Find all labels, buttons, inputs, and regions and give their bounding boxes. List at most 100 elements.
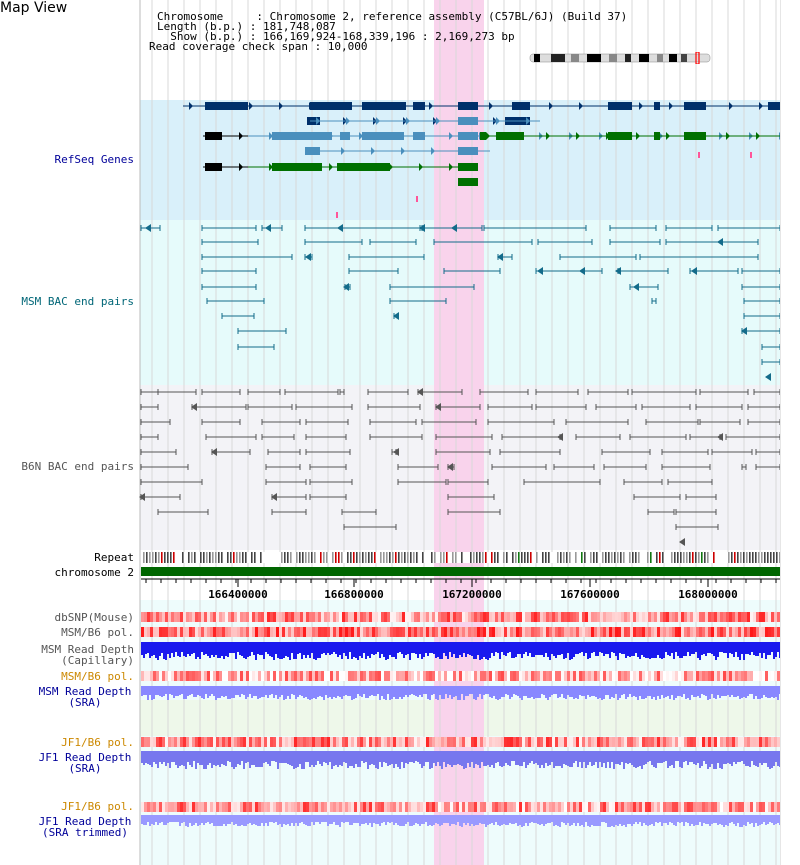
msm-depth-sra-bar: [729, 686, 731, 697]
dbsnp-density: [153, 612, 156, 622]
jf1-b6-pol-density: [549, 737, 552, 747]
jf1-b6-pol-density: [276, 802, 279, 812]
msm-depth-sra-bar: [615, 686, 617, 694]
jf1-depth-sra-bar: [509, 751, 511, 766]
dbsnp-density: [264, 612, 267, 622]
msm-b6-pol-density: [474, 671, 477, 681]
msm-b6-pol-density: [432, 671, 435, 681]
msm-b6-pol-density: [153, 671, 156, 681]
dbsnp-density: [396, 612, 399, 622]
dbsnp-density: [756, 612, 759, 622]
msm-depth-capillary-bar: [565, 642, 567, 658]
track-label-b6n-bac[interactable]: B6N BAC end pairs: [21, 460, 134, 473]
track-label-msm-b6-pol[interactable]: MSM/B6 pol.: [61, 626, 134, 639]
track-label-msm-b6-pol-2[interactable]: MSM/B6 pol.: [61, 670, 134, 683]
gene-strand-arrow: [329, 163, 333, 171]
msm-depth-capillary-bar: [627, 642, 629, 656]
jf1-depth-trimmed-bar: [587, 815, 589, 826]
jf1-depth-trimmed-bar: [533, 815, 535, 823]
repeat-element: [521, 552, 523, 563]
track-label-repeat[interactable]: Repeat: [94, 551, 134, 564]
gene-strand-arrow: [466, 117, 470, 125]
dbsnp-density: [360, 612, 363, 622]
vertical-scrollbar[interactable]: [780, 0, 800, 865]
msm-b6-pol-density: [594, 671, 597, 681]
msm-depth-sra-bar: [661, 686, 663, 695]
msm-b6-pol-density: [249, 627, 252, 637]
jf1-b6-pol-density: [498, 737, 501, 747]
msm-depth-capillary-bar: [749, 642, 751, 655]
repeat-element: [206, 552, 208, 563]
jf1-depth-sra-bar: [503, 751, 505, 766]
msm-b6-pol-density: [582, 671, 585, 681]
msm-b6-pol-density: [336, 627, 339, 637]
msm-b6-pol-density: [225, 627, 228, 637]
dbsnp-density: [384, 612, 387, 622]
repeat-element: [158, 552, 160, 563]
track-label-dbsnp[interactable]: dbSNP(Mouse): [54, 611, 134, 624]
track-label-jf1-depth-sra[interactable]: JF1 Read Depth (SRA): [38, 751, 132, 775]
msm-b6-pol-density: [705, 671, 708, 681]
msm-b6-pol-density: [312, 671, 315, 681]
msm-b6-pol-density: [330, 627, 333, 637]
msm-depth-capillary-bar: [443, 642, 445, 653]
msm-b6-pol-density: [588, 627, 591, 637]
bac-end-arrow: [451, 224, 457, 232]
jf1-depth-sra-bar: [423, 751, 425, 766]
dbsnp-density: [474, 612, 477, 622]
bac-end-arrow: [537, 267, 543, 275]
jf1-b6-pol-density: [531, 737, 534, 747]
msm-b6-pol-density: [516, 627, 519, 637]
track-label-refseq[interactable]: RefSeq Genes: [54, 153, 134, 166]
msm-b6-pol-density: [255, 671, 258, 681]
msm-depth-sra-bar: [513, 686, 515, 694]
msm-b6-pol-density: [600, 671, 603, 681]
msm-depth-sra-bar: [669, 686, 671, 699]
jf1-b6-pol-density: [447, 802, 450, 812]
jf1-b6-pol-density: [462, 737, 465, 747]
msm-depth-sra-bar: [641, 686, 643, 699]
jf1-depth-sra-bar: [277, 751, 279, 769]
msm-b6-pol-density: [321, 671, 324, 681]
jf1-depth-sra-bar: [707, 751, 709, 769]
track-label-msm-bac[interactable]: MSM BAC end pairs: [21, 295, 134, 308]
jf1-b6-pol-density: [651, 737, 654, 747]
msm-depth-capillary-bar: [229, 642, 231, 653]
repeat-element: [407, 552, 409, 563]
msm-b6-pol-density: [756, 671, 759, 681]
jf1-depth-trimmed-bar: [607, 815, 609, 827]
msm-depth-sra-bar: [305, 686, 307, 697]
jf1-b6-pol-density: [219, 737, 222, 747]
dbsnp-density: [414, 612, 417, 622]
msm-depth-sra-bar: [629, 686, 631, 694]
msm-b6-pol-density: [258, 671, 261, 681]
track-label-jf1-depth-trimmed[interactable]: JF1 Read Depth (SRA trimmed): [38, 815, 132, 839]
jf1-b6-pol-density: [234, 737, 237, 747]
jf1-depth-trimmed-bar: [203, 815, 205, 825]
jf1-b6-pol-density: [606, 737, 609, 747]
track-label-msm-depth-sra[interactable]: MSM Read Depth (SRA): [38, 685, 132, 709]
track-label-jf1-b6-pol[interactable]: JF1/B6 pol.: [61, 736, 134, 749]
msm-b6-pol-density: [684, 671, 687, 681]
jf1-depth-trimmed-bar: [601, 815, 603, 822]
jf1-depth-sra-bar: [649, 751, 651, 761]
jf1-b6-pol-density: [267, 802, 270, 812]
jf1-b6-pol-density: [267, 737, 270, 747]
dbsnp-density: [708, 612, 711, 622]
jf1-depth-sra-bar: [181, 751, 183, 765]
track-label-chromosome[interactable]: chromosome 2: [54, 566, 134, 579]
msm-depth-capillary-bar: [349, 642, 351, 652]
msm-depth-capillary-bar: [695, 642, 697, 652]
jf1-depth-sra-bar: [249, 751, 251, 768]
msm-b6-pol-density: [678, 671, 681, 681]
track-label-msm-depth-capillary[interactable]: MSM Read Depth (Capillary): [41, 643, 134, 667]
chromosome-ideogram[interactable]: [529, 52, 713, 64]
msm-b6-pol-density: [582, 627, 585, 637]
msm-depth-sra-bar: [351, 686, 353, 700]
jf1-b6-pol-density: [396, 802, 399, 812]
repeat-element: [749, 552, 751, 563]
track-label-jf1-b6-pol-2[interactable]: JF1/B6 pol.: [61, 800, 134, 813]
jf1-depth-trimmed-bar: [419, 815, 421, 826]
gene-strand-arrow: [299, 163, 303, 171]
